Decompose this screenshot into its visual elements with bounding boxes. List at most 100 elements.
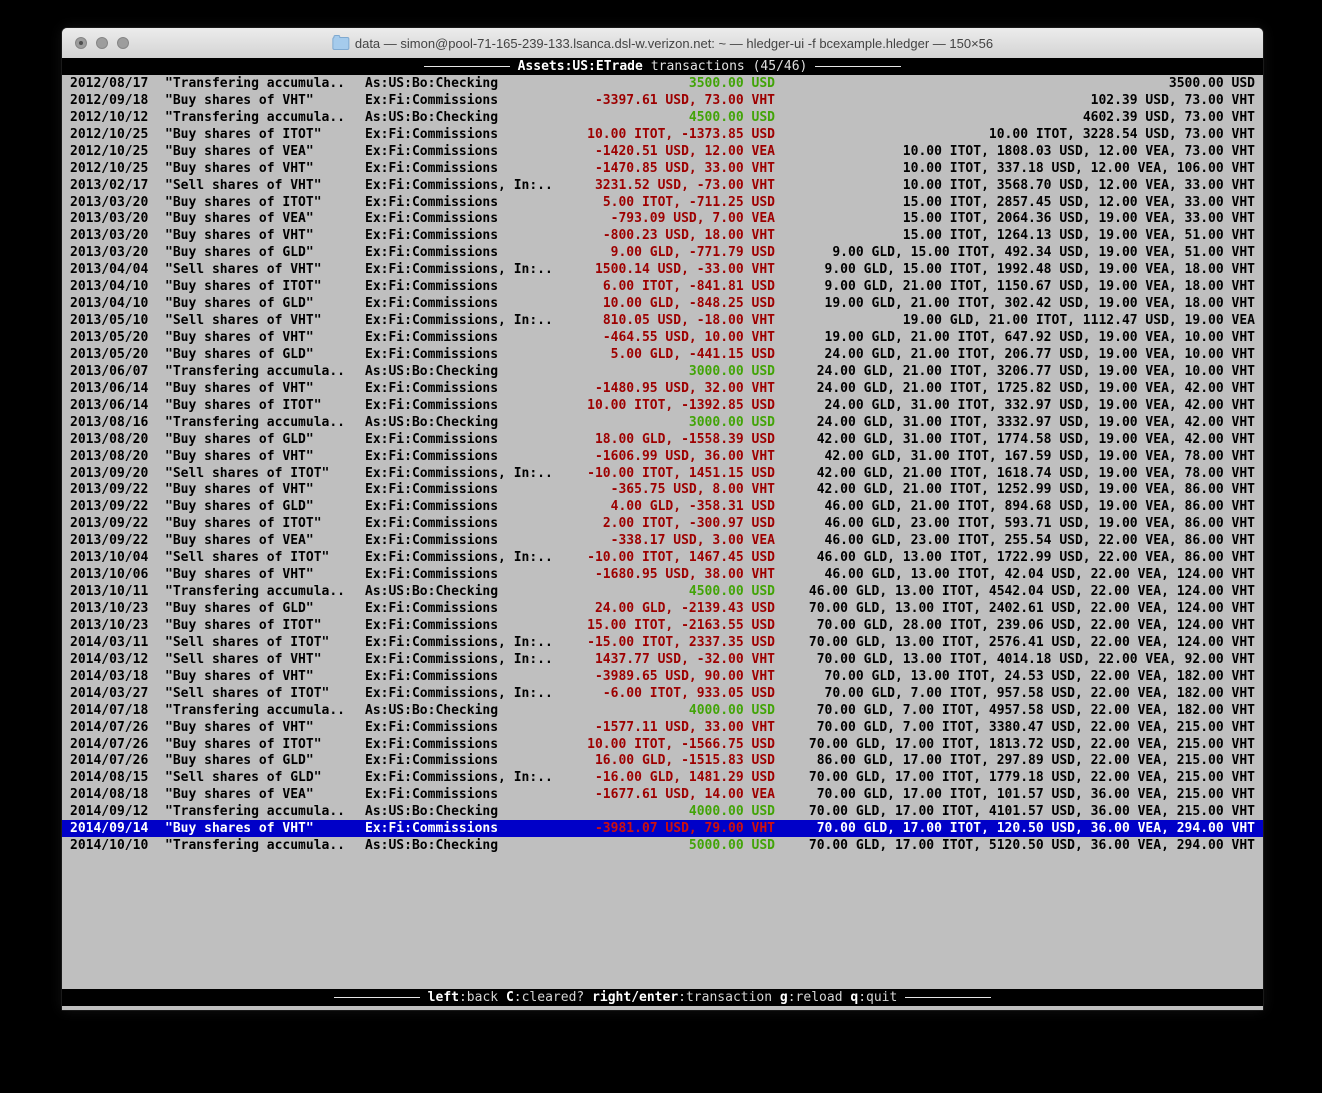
transaction-description: "Buy shares of GLD": [165, 499, 314, 515]
transaction-other-accounts: Ex:Fi:Commissions: [365, 194, 499, 210]
transaction-row[interactable]: 2012/10/25 "Buy shares of VHT" Ex:Fi:Commi…: [62, 160, 1263, 177]
transaction-row[interactable]: 2012/09/18 "Buy shares of VHT" Ex:Fi:Commi…: [62, 92, 1263, 109]
window-title: data — simon@pool-71-165-239-133.lsanca.…: [354, 35, 994, 51]
transaction-row[interactable]: 2014/03/12 "Sell shares of VHT" Ex:Fi:Comm…: [62, 651, 1263, 668]
transaction-row[interactable]: 2012/08/17 "Transfering accumula.. As:US:B…: [62, 75, 1263, 92]
running-balance: 9.00 GLD, 21.00 ITOT, 1150.67 USD, 19.00…: [824, 279, 1255, 295]
running-balance: 70.00 GLD, 17.00 ITOT, 120.50 USD, 36.00…: [816, 821, 1255, 837]
transaction-amount: 3000.00 USD: [688, 363, 775, 379]
transaction-amount: 1500.14 USD, -33.00 VHT: [594, 262, 775, 278]
transaction-description: "Buy shares of ITOT": [165, 126, 322, 142]
transaction-date: 2013/03/20: [70, 245, 149, 261]
transaction-date: 2014/03/27: [70, 685, 149, 701]
transaction-row[interactable]: 2014/10/10 "Transfering accumula.. As:US:B…: [62, 837, 1263, 854]
transaction-row[interactable]: 2013/10/23 "Buy shares of ITOT" Ex:Fi:Comm…: [62, 617, 1263, 634]
transaction-row[interactable]: 2013/10/23 "Buy shares of GLD" Ex:Fi:Commi…: [62, 600, 1263, 617]
transaction-description: "Buy shares of VHT": [165, 719, 314, 735]
close-button[interactable]: [75, 37, 87, 49]
transaction-row[interactable]: 2013/06/14 "Buy shares of VHT" Ex:Fi:Commi…: [62, 380, 1263, 397]
transaction-other-accounts: Ex:Fi:Commissions: [365, 482, 499, 498]
transaction-row[interactable]: 2013/04/10 "Buy shares of ITOT" Ex:Fi:Comm…: [62, 278, 1263, 295]
transaction-row[interactable]: 2012/10/12 "Transfering accumula.. As:US:B…: [62, 109, 1263, 126]
transaction-description: "Sell shares of VHT": [165, 651, 322, 667]
transaction-row[interactable]: 2014/03/18 "Buy shares of VHT" Ex:Fi:Commi…: [62, 668, 1263, 685]
transaction-row[interactable]: 2013/03/20 "Buy shares of VEA" Ex:Fi:Commi…: [62, 211, 1263, 228]
transaction-other-accounts: As:US:Bo:Checking: [365, 75, 499, 91]
transaction-other-accounts: As:US:Bo:Checking: [365, 804, 499, 820]
transaction-date: 2013/03/20: [70, 228, 149, 244]
transaction-amount: -10.00 ITOT, 1451.15 USD: [587, 465, 775, 481]
transaction-date: 2012/10/25: [70, 126, 149, 142]
transaction-other-accounts: Ex:Fi:Commissions, In:..: [365, 770, 553, 786]
transaction-amount: -464.55 USD, 10.00 VHT: [602, 330, 775, 346]
transaction-row[interactable]: 2013/09/22 "Buy shares of ITOT" Ex:Fi:Comm…: [62, 515, 1263, 532]
transaction-other-accounts: Ex:Fi:Commissions, In:..: [365, 465, 553, 481]
transaction-row[interactable]: 2013/09/22 "Buy shares of GLD" Ex:Fi:Commi…: [62, 498, 1263, 515]
transaction-description: "Buy shares of VHT": [165, 92, 314, 108]
key-hint-key: C: [505, 990, 514, 1005]
transaction-description: "Buy shares of VEA": [165, 533, 314, 549]
transaction-row[interactable]: 2014/09/12 "Transfering accumula.. As:US:B…: [62, 803, 1263, 820]
transaction-amount: -3397.61 USD, 73.00 VHT: [594, 92, 775, 108]
transaction-date: 2013/04/10: [70, 279, 149, 295]
transaction-row[interactable]: 2013/03/20 "Buy shares of GLD" Ex:Fi:Commi…: [62, 244, 1263, 261]
transaction-row[interactable]: 2013/06/14 "Buy shares of ITOT" Ex:Fi:Comm…: [62, 397, 1263, 414]
transaction-date: 2014/07/26: [70, 736, 149, 752]
register-header-info: transactions (45/46): [650, 59, 808, 74]
transaction-row[interactable]: 2013/10/06 "Buy shares of VHT" Ex:Fi:Commi…: [62, 566, 1263, 583]
transaction-row[interactable]: 2014/07/26 "Buy shares of VHT" Ex:Fi:Commi…: [62, 719, 1263, 736]
transaction-amount: 3000.00 USD: [688, 414, 775, 430]
transaction-description: "Buy shares of ITOT": [165, 736, 322, 752]
transaction-row[interactable]: 2013/03/20 "Buy shares of ITOT" Ex:Fi:Comm…: [62, 194, 1263, 211]
running-balance: 24.00 GLD, 31.00 ITOT, 332.97 USD, 19.00…: [824, 397, 1255, 413]
footer-rule-right: [905, 997, 992, 998]
transaction-row[interactable]: 2014/08/18 "Buy shares of VEA" Ex:Fi:Commi…: [62, 786, 1263, 803]
transaction-amount: 10.00 GLD, -848.25 USD: [602, 296, 775, 312]
transaction-row[interactable]: 2014/09/14 "Buy shares of VHT" Ex:Fi:Commi…: [62, 820, 1263, 838]
transaction-row[interactable]: 2013/05/20 "Buy shares of GLD" Ex:Fi:Commi…: [62, 346, 1263, 363]
transaction-row[interactable]: 2012/10/25 "Buy shares of ITOT" Ex:Fi:Comm…: [62, 126, 1263, 143]
transaction-row[interactable]: 2014/07/26 "Buy shares of GLD" Ex:Fi:Commi…: [62, 753, 1263, 770]
transaction-description: "Buy shares of GLD": [165, 346, 314, 362]
transaction-date: 2013/04/10: [70, 296, 149, 312]
transaction-amount: -1480.95 USD, 32.00 VHT: [594, 380, 775, 396]
transaction-row[interactable]: 2013/02/17 "Sell shares of VHT" Ex:Fi:Comm…: [62, 177, 1263, 194]
transaction-other-accounts: Ex:Fi:Commissions: [365, 821, 499, 837]
transaction-other-accounts: Ex:Fi:Commissions: [365, 296, 499, 312]
transaction-date: 2013/03/20: [70, 211, 149, 227]
transaction-other-accounts: Ex:Fi:Commissions: [365, 787, 499, 803]
zoom-button[interactable]: [117, 37, 129, 49]
transaction-date: 2014/03/18: [70, 668, 149, 684]
transaction-row[interactable]: 2013/10/04 "Sell shares of ITOT" Ex:Fi:Com…: [62, 549, 1263, 566]
transaction-row[interactable]: 2013/08/20 "Buy shares of GLD" Ex:Fi:Commi…: [62, 431, 1263, 448]
title-bar[interactable]: data — simon@pool-71-165-239-133.lsanca.…: [62, 28, 1263, 59]
transaction-row[interactable]: 2012/10/25 "Buy shares of VEA" Ex:Fi:Commi…: [62, 143, 1263, 160]
transaction-row[interactable]: 2013/08/20 "Buy shares of VHT" Ex:Fi:Commi…: [62, 448, 1263, 465]
transaction-date: 2014/07/18: [70, 702, 149, 718]
transaction-row[interactable]: 2014/03/27 "Sell shares of ITOT" Ex:Fi:Com…: [62, 685, 1263, 702]
transaction-row[interactable]: 2013/05/10 "Sell shares of VHT" Ex:Fi:Comm…: [62, 312, 1263, 329]
transaction-row[interactable]: 2013/10/11 "Transfering accumula.. As:US:B…: [62, 583, 1263, 600]
transaction-row[interactable]: 2014/07/26 "Buy shares of ITOT" Ex:Fi:Comm…: [62, 736, 1263, 753]
running-balance: 19.00 GLD, 21.00 ITOT, 647.92 USD, 19.00…: [824, 330, 1255, 346]
transaction-row[interactable]: 2014/08/15 "Sell shares of GLD" Ex:Fi:Comm…: [62, 769, 1263, 786]
transaction-row[interactable]: 2013/06/07 "Transfering accumula.. As:US:B…: [62, 363, 1263, 380]
transaction-other-accounts: Ex:Fi:Commissions: [365, 397, 499, 413]
transaction-other-accounts: Ex:Fi:Commissions: [365, 617, 499, 633]
transaction-date: 2013/08/20: [70, 431, 149, 447]
transaction-row[interactable]: 2013/04/04 "Sell shares of VHT" Ex:Fi:Comm…: [62, 261, 1263, 278]
transaction-row[interactable]: 2013/09/20 "Sell shares of ITOT" Ex:Fi:Com…: [62, 465, 1263, 482]
transaction-row[interactable]: 2014/07/18 "Transfering accumula.. As:US:B…: [62, 702, 1263, 719]
transaction-date: 2013/05/20: [70, 330, 149, 346]
transaction-row[interactable]: 2013/09/22 "Buy shares of VHT" Ex:Fi:Commi…: [62, 482, 1263, 499]
transaction-row[interactable]: 2013/03/20 "Buy shares of VHT" Ex:Fi:Commi…: [62, 227, 1263, 244]
running-balance: 24.00 GLD, 21.00 ITOT, 3206.77 USD, 19.0…: [816, 363, 1255, 379]
transaction-row[interactable]: 2013/05/20 "Buy shares of VHT" Ex:Fi:Commi…: [62, 329, 1263, 346]
transaction-other-accounts: Ex:Fi:Commissions, In:..: [365, 651, 553, 667]
transaction-row[interactable]: 2014/03/11 "Sell shares of ITOT" Ex:Fi:Com…: [62, 634, 1263, 651]
transaction-row[interactable]: 2013/04/10 "Buy shares of GLD" Ex:Fi:Commi…: [62, 295, 1263, 312]
header-rule-left: [423, 66, 510, 67]
transaction-row[interactable]: 2013/09/22 "Buy shares of VEA" Ex:Fi:Commi…: [62, 532, 1263, 549]
transaction-row[interactable]: 2013/08/16 "Transfering accumula.. As:US:B…: [62, 414, 1263, 431]
minimize-button[interactable]: [96, 37, 108, 49]
